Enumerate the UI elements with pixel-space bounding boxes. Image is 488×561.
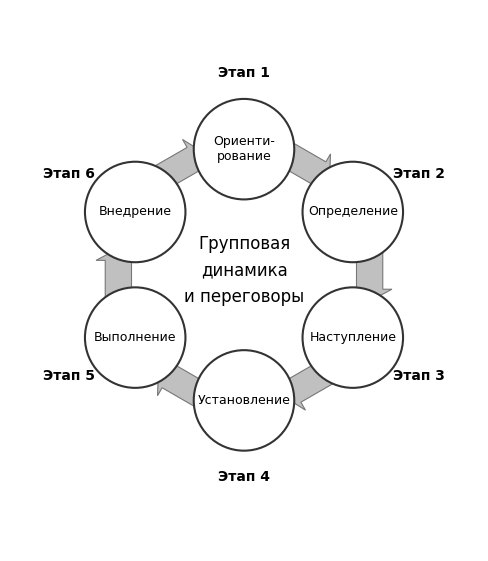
- Text: Этап 3: Этап 3: [393, 369, 445, 383]
- Text: Групповая
динамика
и переговоры: Групповая динамика и переговоры: [184, 235, 304, 306]
- Text: Выполнение: Выполнение: [94, 331, 177, 344]
- Text: Этап 2: Этап 2: [393, 167, 445, 181]
- Circle shape: [85, 162, 185, 262]
- Text: Этап 6: Этап 6: [43, 167, 95, 181]
- Circle shape: [85, 287, 185, 388]
- Text: Этап 4: Этап 4: [218, 470, 270, 484]
- Polygon shape: [158, 357, 210, 408]
- Text: Этап 5: Этап 5: [43, 369, 95, 383]
- Circle shape: [303, 287, 403, 388]
- Polygon shape: [152, 140, 205, 191]
- Text: Внедрение: Внедрение: [99, 205, 172, 218]
- Text: Установление: Установление: [198, 394, 290, 407]
- Text: Наступление: Наступление: [309, 331, 396, 344]
- Polygon shape: [347, 249, 392, 301]
- Circle shape: [194, 350, 294, 450]
- Circle shape: [303, 162, 403, 262]
- Text: Этап 1: Этап 1: [218, 66, 270, 80]
- Circle shape: [194, 99, 294, 199]
- Text: Ориенти-
рование: Ориенти- рование: [213, 135, 275, 163]
- Polygon shape: [283, 359, 336, 410]
- Polygon shape: [96, 249, 141, 301]
- Text: Определение: Определение: [308, 205, 398, 218]
- Polygon shape: [278, 141, 330, 192]
